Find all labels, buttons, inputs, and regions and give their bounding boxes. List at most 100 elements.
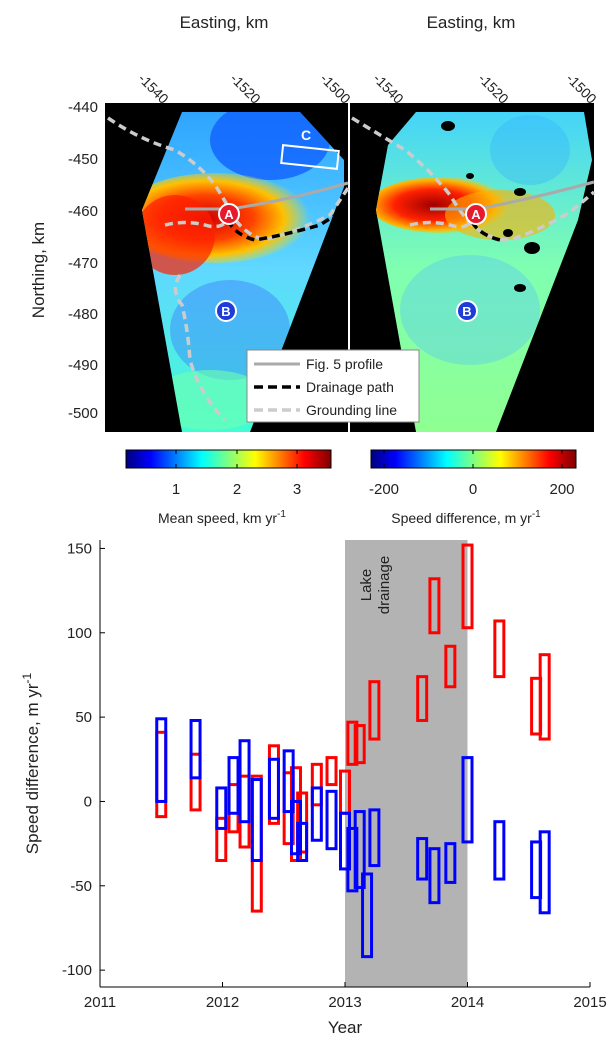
svg-text:Lake: Lake: [358, 569, 375, 602]
range-bar-blue: [290, 799, 302, 856]
colorbar-right: -200 0 200 Speed difference, m yr-1: [369, 449, 577, 526]
range-bar-red: [538, 653, 551, 741]
lake-drainage-label: Lake drainage: [358, 556, 393, 614]
x-tick-label: 2011: [84, 994, 116, 1011]
svg-text:drainage: drainage: [376, 556, 393, 614]
easting-tick-right-3: -1500: [563, 70, 600, 107]
y-axis-label: Speed difference, m yr-1: [20, 672, 42, 854]
svg-text:B: B: [221, 304, 230, 319]
x-tick-label: 2012: [206, 994, 239, 1011]
range-bar-blue: [282, 749, 295, 814]
svg-text:A: A: [224, 207, 234, 222]
easting-label-right: Easting, km: [427, 13, 516, 32]
y-tick-label: 150: [67, 540, 92, 557]
range-bar-blue: [227, 756, 240, 815]
x-tick-label: 2014: [451, 994, 484, 1011]
range-bar-blue: [416, 837, 429, 881]
northing-tick: -490: [68, 357, 98, 374]
range-bar-blue: [368, 808, 381, 868]
grounding-line: [173, 274, 227, 422]
range-bar-blue: [444, 842, 457, 884]
grounding-line: [164, 218, 230, 229]
map-legend: Fig. 5 profile Drainage path Grounding l…: [246, 349, 420, 423]
range-bar-red: [416, 675, 429, 722]
easting-tick-left-3: -1500: [317, 70, 354, 107]
x-tick-label: 2015: [573, 994, 606, 1011]
box-c: [280, 144, 340, 170]
svg-text:Easting, km: Easting, km: [427, 13, 516, 32]
range-bar-blue: [353, 810, 366, 889]
easting-tick-left-2: -1520: [227, 70, 264, 107]
range-bar-blue: [428, 847, 441, 905]
northing-tick: -480: [68, 306, 98, 323]
range-bar-blue: [361, 872, 374, 959]
range-bar-blue: [155, 717, 168, 803]
legend-label-profile: Fig. 5 profile: [306, 356, 383, 372]
range-bar-red: [353, 724, 366, 765]
y-tick-label: 50: [75, 709, 92, 726]
grounding-line: [409, 220, 472, 229]
northing-tick: -470: [68, 255, 98, 272]
easting-tick-right-2: -1520: [475, 70, 512, 107]
northing-tick: -460: [68, 203, 98, 220]
range-bar-red: [368, 680, 381, 741]
range-bar-blue: [238, 739, 251, 824]
colorbar-left-label: Mean speed, km yr-1: [158, 509, 286, 526]
svg-text:Easting, km: Easting, km: [180, 13, 269, 32]
x-axis-label: Year: [328, 1018, 363, 1037]
box-c-label: C: [301, 127, 311, 143]
range-bar-blue: [461, 756, 474, 844]
y-tick-label: -100: [62, 962, 92, 979]
range-bar-blue: [339, 811, 351, 871]
marker-a-right: A: [465, 203, 487, 225]
easting-label-left: Easting, km: [180, 13, 269, 32]
colorbar-right-tick: 0: [469, 481, 477, 498]
range-bar-red: [215, 816, 228, 862]
easting-tick-left-1: -1540: [135, 70, 172, 107]
y-tick-label: 100: [67, 625, 92, 642]
range-bar-blue: [250, 778, 263, 862]
range-bar-red: [325, 756, 338, 787]
legend-label-grounding: Grounding line: [306, 402, 397, 418]
range-bar-blue: [346, 826, 359, 893]
range-bar-red: [189, 752, 202, 812]
colorbar-right-tick: -200: [369, 481, 399, 498]
y-tick-label: 0: [84, 793, 92, 810]
colorbar-left-tick: 3: [293, 481, 301, 498]
range-bar-red: [444, 644, 457, 689]
colorbar-left-tick: 1: [172, 481, 180, 498]
northing-label: Northing, km: [29, 222, 48, 318]
colorbar-right-tick: 200: [549, 481, 574, 498]
range-bar-blue: [267, 757, 280, 820]
range-bar-blue: [189, 718, 202, 780]
range-bar-red: [461, 543, 474, 630]
range-bar-blue: [538, 830, 551, 915]
northing-ticks: -440 -450 -460 -470 -480 -490 -500: [68, 99, 98, 422]
x-tick-label: 2013: [328, 994, 361, 1011]
northing-tick: -500: [68, 405, 98, 422]
range-bar-blue: [325, 789, 338, 851]
range-bar-red: [428, 577, 441, 635]
marker-b-right: B: [456, 300, 478, 322]
range-bar-blue: [493, 820, 506, 881]
colorbar-right-label: Speed difference, m yr-1: [391, 509, 541, 526]
marker-b-left: B: [215, 300, 237, 322]
easting-tick-right-1: -1540: [370, 70, 407, 107]
y-tick-label: -50: [70, 878, 92, 895]
legend-label-drainage: Drainage path: [306, 379, 394, 395]
colorbar-left: 1 2 3 Mean speed, km yr-1: [125, 449, 332, 526]
marker-a-left: A: [218, 203, 240, 225]
range-bar-blue: [296, 821, 309, 862]
northing-tick: -440: [68, 99, 98, 116]
svg-text:A: A: [471, 207, 481, 222]
speed-difference-chart: Lake drainage 2011 2012 2013 2014 2015 150 10…: [20, 540, 607, 1037]
svg-text:B: B: [462, 304, 471, 319]
range-bar-blue: [215, 786, 228, 830]
range-bar-red: [493, 619, 506, 679]
northing-tick: -450: [68, 151, 98, 168]
range-bar-blue: [310, 786, 323, 842]
drainage-path: [226, 208, 346, 242]
range-bar-red: [310, 762, 323, 807]
colorbar-left-tick: 2: [233, 481, 241, 498]
